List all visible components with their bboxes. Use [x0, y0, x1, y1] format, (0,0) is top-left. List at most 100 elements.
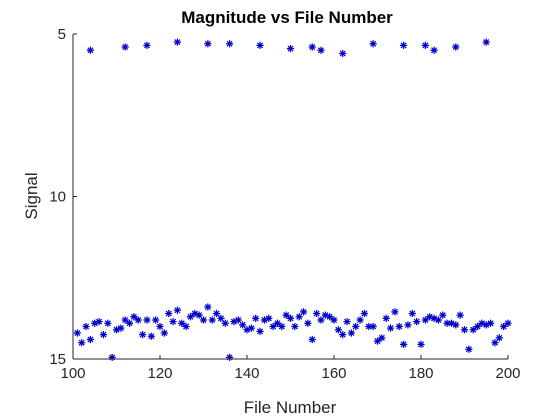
- data-point: [226, 40, 234, 48]
- data-point: [78, 339, 86, 347]
- data-point: [147, 332, 155, 340]
- data-point: [326, 313, 334, 321]
- data-point: [173, 306, 181, 314]
- x-tick-label: 140: [234, 365, 259, 382]
- axes: 100 120 140 160 180 200 5 10 15: [49, 26, 520, 382]
- data-point: [247, 324, 255, 332]
- data-point: [504, 319, 512, 327]
- data-point: [152, 316, 160, 324]
- data-point: [91, 319, 99, 327]
- data-point: [186, 313, 195, 321]
- chart-title: Magnitude vs File Number: [181, 8, 393, 27]
- data-point: [400, 340, 408, 348]
- data-point: [295, 313, 303, 321]
- data-point: [169, 318, 177, 326]
- data-point: [239, 321, 247, 329]
- data-point: [308, 335, 316, 344]
- data-point: [373, 337, 382, 345]
- data-point: [178, 319, 186, 327]
- data-point: [365, 322, 373, 331]
- data-point: [156, 322, 164, 331]
- data-point: [500, 322, 508, 331]
- data-point: [204, 40, 212, 48]
- data-point: [347, 329, 355, 337]
- data-point: [99, 331, 108, 339]
- data-point: [352, 322, 360, 331]
- x-tick-label: 200: [495, 365, 520, 382]
- data-point: [404, 321, 412, 329]
- data-point: [495, 334, 503, 342]
- data-point: [165, 309, 173, 318]
- data-point: [421, 41, 429, 49]
- data-point: [491, 339, 499, 347]
- data-point: [256, 327, 264, 335]
- data-point: [360, 309, 369, 318]
- data-point: [121, 43, 129, 51]
- data-point: [356, 316, 364, 324]
- data-point: [339, 331, 347, 339]
- data-point: [260, 316, 268, 324]
- data-point: [321, 311, 329, 319]
- data-point: [395, 322, 403, 331]
- data-point: [195, 311, 203, 319]
- data-point: [221, 319, 229, 327]
- data-point: [104, 319, 112, 327]
- data-point: [252, 314, 260, 322]
- data-point: [230, 318, 238, 326]
- data-point: [478, 319, 486, 327]
- y-tick-label: 5: [58, 26, 66, 43]
- data-point: [456, 311, 464, 319]
- data-point: [125, 319, 134, 327]
- data-point: [308, 43, 316, 51]
- data-point: [286, 45, 295, 53]
- data-point: [143, 41, 151, 49]
- data-point: [217, 314, 225, 322]
- data-point: [212, 309, 221, 318]
- x-tick-label: 120: [147, 365, 172, 382]
- data-point: [386, 324, 395, 332]
- data-point: [143, 316, 151, 324]
- data-point: [417, 340, 425, 348]
- data-point: [473, 322, 482, 331]
- data-point: [447, 319, 456, 327]
- data-point: [443, 319, 451, 327]
- data-point: [430, 46, 438, 54]
- data-point: [112, 326, 121, 334]
- data-point: [408, 309, 416, 318]
- data-point: [434, 316, 442, 324]
- data-point: [182, 322, 190, 331]
- data-point: [273, 319, 282, 327]
- data-point: [469, 326, 477, 334]
- data-point: [226, 353, 234, 361]
- data-point: [413, 318, 421, 326]
- x-tick-label: 160: [321, 365, 346, 382]
- x-axis-label: File Number: [244, 398, 337, 417]
- data-point: [269, 322, 277, 331]
- data-point: [208, 316, 216, 324]
- data-point: [452, 321, 460, 329]
- data-point: [426, 313, 434, 321]
- data-point: [343, 318, 351, 326]
- data-point: [465, 345, 473, 353]
- data-point: [317, 46, 325, 54]
- data-point: [95, 318, 103, 326]
- data-point: [330, 316, 338, 324]
- data-point: [282, 311, 290, 319]
- x-tick-label: 100: [60, 365, 85, 382]
- data-point: [421, 316, 429, 324]
- data-point: [265, 314, 273, 322]
- data-point: [291, 322, 299, 331]
- y-tick-label: 10: [49, 189, 66, 206]
- data-point: [86, 335, 94, 344]
- data-point: [121, 316, 129, 324]
- y-tick-label: 15: [49, 351, 66, 368]
- data-point: [243, 326, 251, 334]
- data-point: [234, 316, 242, 324]
- data-point: [117, 324, 125, 332]
- data-point: [439, 311, 447, 319]
- data-point: [482, 38, 490, 46]
- data-point: [487, 319, 495, 327]
- data-point: [452, 43, 460, 51]
- data-point: [382, 314, 390, 322]
